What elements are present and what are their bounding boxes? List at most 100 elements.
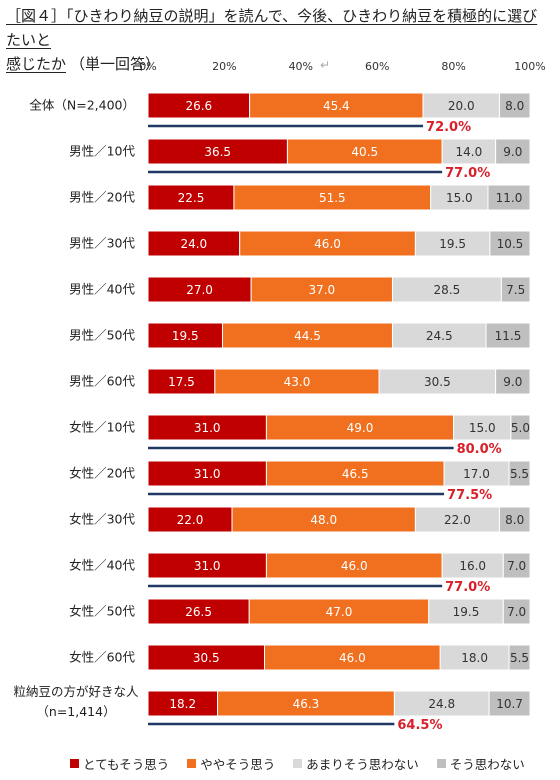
- total-label: 77.0%: [445, 166, 490, 181]
- data-label: 30.5: [193, 651, 220, 665]
- chart-title-subtitle: （単一回答）: [70, 55, 161, 73]
- legend-item: とてもそう思う: [70, 754, 169, 773]
- bar-segment: [265, 460, 445, 487]
- category-label: 粒納豆の方が好きな人: [13, 684, 139, 699]
- bar-segment: [500, 276, 531, 303]
- bar-segment: [147, 92, 251, 119]
- bar-segment: [391, 276, 502, 303]
- data-label: 22.0: [444, 513, 471, 527]
- bar-segment: [249, 92, 424, 119]
- bar-segment: [487, 184, 531, 211]
- data-label: 36.5: [204, 145, 231, 159]
- legend-label: とてもそう思う: [83, 757, 170, 772]
- bar-segment: [147, 138, 288, 165]
- bar-segment: [147, 506, 233, 533]
- category-label: 女性／50代: [69, 604, 135, 619]
- data-label: 24.8: [428, 697, 455, 711]
- bar-segment: [231, 506, 416, 533]
- bar-segment: [147, 368, 216, 395]
- data-label: 43.0: [284, 375, 311, 389]
- bar-segment: [239, 230, 416, 257]
- category-label: 男性／10代: [69, 144, 135, 159]
- bar-segment: [147, 690, 219, 717]
- data-label: 9.0: [503, 145, 522, 159]
- data-label: 8.0: [505, 99, 524, 113]
- data-label: 22.5: [178, 191, 205, 205]
- data-label: 49.0: [347, 421, 374, 435]
- data-label: 5.5: [510, 467, 529, 481]
- bar-segment: [428, 598, 504, 625]
- bar-segment: [510, 414, 531, 441]
- data-label: 31.0: [194, 559, 221, 573]
- data-label: 10.5: [497, 237, 524, 251]
- bar-segment: [495, 138, 531, 165]
- data-label: 46.0: [339, 651, 366, 665]
- bar-segment: [498, 92, 531, 119]
- chart-title: ［図４］「ひきわり納豆の説明」を読んで、今後、ひきわり納豆を積極的に選びたいと …: [6, 4, 546, 77]
- data-label: 11.5: [495, 329, 522, 343]
- bar-segment: [147, 322, 223, 349]
- bar-segment: [498, 506, 531, 533]
- bar-segment: [221, 322, 393, 349]
- data-label: 17.5: [168, 375, 195, 389]
- data-label: 8.0: [505, 513, 524, 527]
- bar-segment: [393, 690, 490, 717]
- total-label: 64.5%: [397, 718, 442, 733]
- bar-segment: [414, 506, 500, 533]
- legend-swatch-icon: [70, 759, 79, 768]
- total-label: 72.0%: [426, 120, 471, 135]
- bar-segment: [248, 598, 430, 625]
- data-label: 27.0: [186, 283, 213, 297]
- data-label: 46.0: [314, 237, 341, 251]
- data-label: 28.5: [434, 283, 461, 297]
- bar-segment: [265, 552, 443, 579]
- legend-item: ややそう思う: [187, 754, 275, 773]
- category-label: 全体（N=2,400）: [29, 98, 135, 113]
- bar-segment: [265, 414, 455, 441]
- data-label: 26.5: [185, 605, 212, 619]
- legend-item: あまりそう思わない: [293, 754, 419, 773]
- bar-segment: [430, 184, 489, 211]
- data-label: 7.0: [507, 605, 526, 619]
- bar-segment: [508, 644, 531, 671]
- legend-swatch-icon: [293, 759, 303, 768]
- bar-segment: [217, 690, 395, 717]
- bar-segment: [147, 230, 241, 257]
- data-label: 24.5: [426, 329, 453, 343]
- category-label: 男性／20代: [69, 190, 135, 205]
- data-label: 46.3: [293, 697, 320, 711]
- data-label: 5.5: [510, 651, 529, 665]
- data-label: 7.5: [506, 283, 525, 297]
- data-label: 46.5: [342, 467, 369, 481]
- category-label: 女性／20代: [69, 466, 135, 481]
- bar-segment: [485, 322, 531, 349]
- return-mark-icon: ↵: [320, 58, 331, 72]
- category-label-sub: （n=1,414）: [36, 704, 115, 719]
- bar-segment: [147, 276, 252, 303]
- data-label: 11.0: [496, 191, 523, 205]
- category-label: 女性／40代: [69, 558, 135, 573]
- category-label: 男性／60代: [69, 374, 135, 389]
- category-label: 男性／30代: [69, 236, 135, 251]
- x-tick-label: 80%: [441, 60, 465, 73]
- total-label: 80.0%: [457, 442, 502, 457]
- data-label: 45.4: [323, 99, 350, 113]
- bar-segment: [489, 230, 531, 257]
- data-label: 16.0: [459, 559, 486, 573]
- data-label: 31.0: [194, 467, 221, 481]
- category-label: 女性／60代: [69, 650, 135, 665]
- x-tick-label: 60%: [365, 60, 389, 73]
- chart-title-line2: 感じたか: [6, 55, 67, 73]
- data-label: 47.0: [326, 605, 353, 619]
- bar-segment: [147, 184, 235, 211]
- data-label: 51.5: [319, 191, 346, 205]
- bar-segment: [147, 644, 266, 671]
- data-label: 14.0: [456, 145, 483, 159]
- data-label: 7.0: [507, 559, 526, 573]
- bar-segment: [147, 598, 250, 625]
- chart-title-line1: ［図４］「ひきわり納豆の説明」を読んで、今後、ひきわり納豆を積極的に選びたいと: [6, 7, 538, 49]
- data-label: 18.0: [461, 651, 488, 665]
- data-label: 5.0: [511, 421, 530, 435]
- data-label: 18.2: [169, 697, 196, 711]
- data-label: 46.0: [341, 559, 368, 573]
